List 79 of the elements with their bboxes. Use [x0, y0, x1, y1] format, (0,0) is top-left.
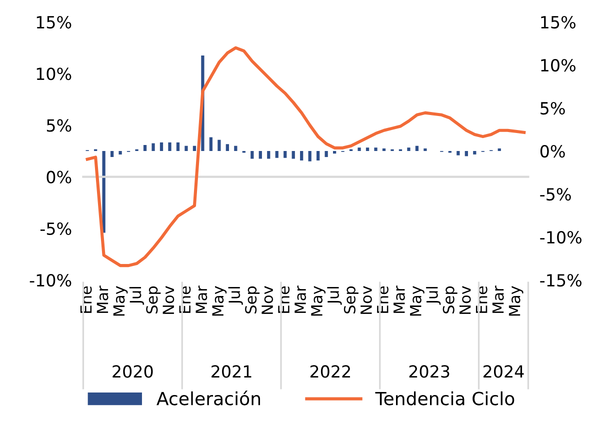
bar — [275, 151, 278, 158]
bar — [308, 151, 312, 162]
text: 2020 — [112, 365, 153, 378]
x-tick-label: Sep — [442, 286, 458, 314]
x-tick-label: Jul — [426, 287, 441, 305]
bar — [358, 148, 361, 152]
y-tick-label: 0% — [46, 170, 72, 184]
bar — [160, 142, 164, 152]
y2-tick-label: -15% — [540, 274, 582, 287]
bar — [324, 151, 328, 158]
text: 2021 — [212, 365, 252, 378]
x-tick-label: Mar — [96, 286, 108, 313]
x-tick-label: Jul — [129, 287, 144, 305]
x-tick-label: Nov — [162, 286, 174, 314]
bar — [267, 151, 270, 159]
y2-tick-label: 5% — [540, 102, 565, 115]
y-tick-label: 15% — [36, 16, 72, 29]
y2-tick-label: 10% — [541, 58, 576, 72]
bar — [258, 151, 262, 159]
x-tick-label: Jul — [327, 287, 342, 305]
bar — [176, 142, 180, 152]
y2-tick-label: 15% — [541, 16, 576, 29]
bar — [333, 151, 336, 154]
bar — [102, 151, 106, 233]
bar — [464, 151, 468, 156]
x-tick-label: May — [508, 286, 524, 316]
x-tick-label: Mar — [196, 286, 208, 313]
line-series — [86, 46, 526, 268]
y2-tick-label: -10% — [540, 230, 582, 244]
y2-tick-label: -5% — [540, 188, 571, 201]
legend-label: Aceleración — [156, 390, 260, 406]
bar — [184, 146, 188, 152]
bar — [168, 142, 172, 152]
text: 2023 — [409, 365, 450, 378]
bar — [110, 151, 114, 158]
bar — [456, 151, 460, 156]
bar — [118, 151, 122, 154]
text: 2024 — [484, 365, 524, 378]
text: 2022 — [310, 365, 350, 378]
bar — [234, 146, 238, 152]
bar — [316, 151, 320, 160]
x-tick-label: Nov — [262, 286, 274, 314]
y-tick-label: -10% — [30, 274, 72, 287]
bar — [192, 146, 196, 152]
y2-tick-label: 0% — [540, 144, 565, 158]
bar — [415, 146, 419, 152]
x-tick-label: May — [212, 286, 227, 316]
x-tick-label: Jul — [228, 287, 243, 305]
bar — [407, 148, 410, 152]
bar — [424, 148, 427, 152]
x-tick-label: Nov — [360, 286, 372, 314]
bar — [284, 151, 287, 158]
bar — [226, 144, 229, 152]
bar — [250, 151, 254, 159]
bar — [292, 151, 295, 159]
x-tick-label: May — [113, 286, 128, 316]
bar — [152, 143, 155, 152]
x-tick-label: Sep — [344, 286, 358, 314]
legend-label: Tendencia Ciclo — [375, 391, 514, 406]
y-tick-label: 5% — [46, 119, 72, 132]
bar — [473, 151, 476, 154]
x-tick-label: Mar — [492, 286, 504, 313]
x-tick-label: May — [410, 286, 424, 316]
bar — [218, 140, 221, 152]
x-tick-label: Nov — [460, 286, 471, 314]
y-tick-label: -5% — [40, 222, 72, 235]
bar — [498, 148, 501, 152]
x-tick-label: Mar — [394, 286, 405, 313]
x-tick-label: Mar — [294, 286, 306, 313]
bar — [374, 148, 378, 152]
x-tick-label: Sep — [245, 286, 260, 314]
bar — [382, 148, 386, 152]
bar — [209, 137, 213, 152]
bar — [143, 144, 147, 152]
bar — [366, 148, 370, 152]
y-tick-label: 10% — [36, 68, 72, 80]
bar — [300, 151, 304, 160]
x-tick-label: Sep — [146, 286, 161, 314]
x-tick-label: May — [311, 286, 326, 316]
